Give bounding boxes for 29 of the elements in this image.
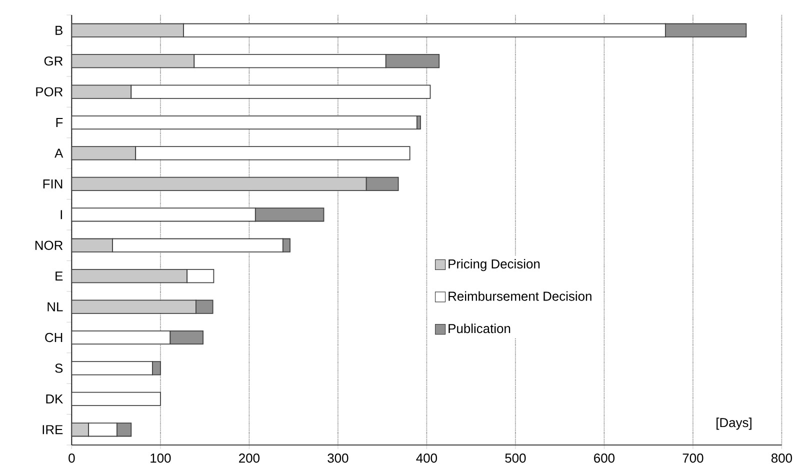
x-tick-label: 100 [150,454,171,463]
y-tick-label: FIN [43,179,62,188]
y-tick-label: DK [46,394,64,404]
y-tick-label: A [54,148,64,158]
bar [71,392,161,406]
x-tick-label: 200 [239,454,260,463]
legend-label: Reimbursement Decision [448,291,592,301]
y-tick-label: GR [44,56,63,66]
x-tick-label: 0 [68,454,75,463]
bar [71,115,418,130]
y-tick-label: E [56,272,63,281]
y-tick-label: NOR [35,240,63,250]
x-tick-label: 400 [416,454,438,463]
x-tick-label: 500 [505,454,526,463]
y-tick-label: CH [45,332,62,342]
y-tick-label: F [56,118,63,127]
y-tick-label: POR [36,87,63,96]
y-tick-label: I [60,210,62,220]
legend-label: Pricing Decision [448,258,540,272]
x-tick-label: 600 [594,454,615,463]
y-tick-label: NL [48,302,63,312]
x-tick-label: 700 [682,454,704,463]
y-tick-label: S [55,364,63,373]
x-tick-label: 800 [771,454,792,463]
x-axis-title: [Days] [716,418,752,430]
x-tick-label: 300 [328,454,348,463]
y-tick-label: B [56,26,62,35]
y-tick-label: IRE [42,425,63,434]
legend-label: Publication [448,324,510,334]
